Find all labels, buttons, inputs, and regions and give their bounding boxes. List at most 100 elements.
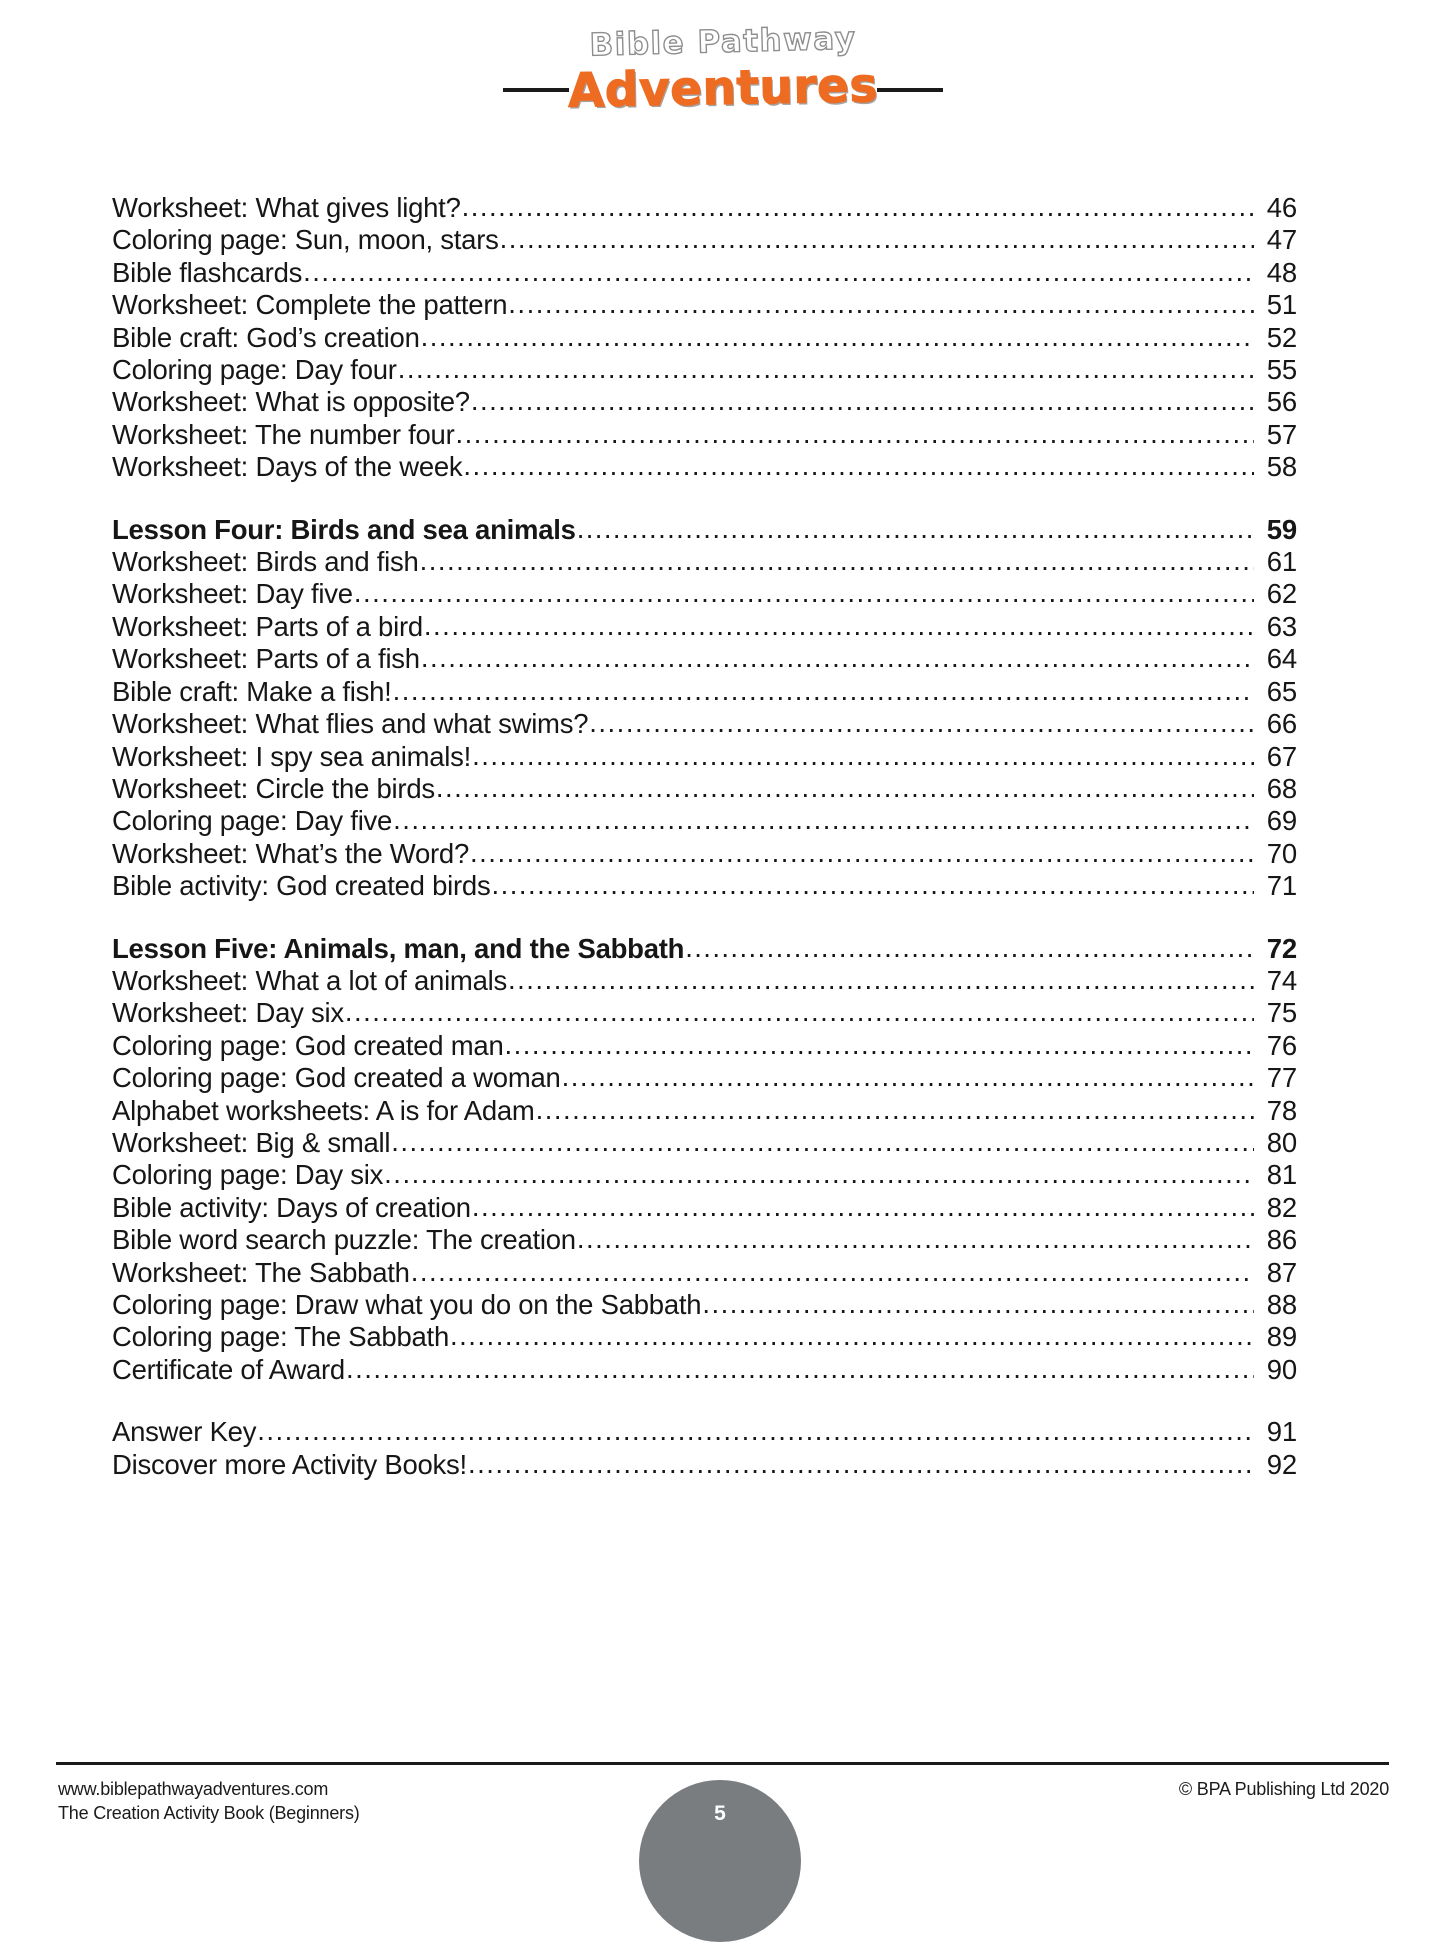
toc-dot-leader: ........................................… <box>420 320 1254 352</box>
toc-entry-label: Bible activity: Days of creation <box>112 1191 471 1223</box>
toc-entry-row[interactable]: Bible craft: Make a fish!...............… <box>112 675 1297 708</box>
toc-entry-row[interactable]: Coloring page: Day six..................… <box>112 1158 1297 1191</box>
toc-entry-row[interactable]: Bible activity: Days of creation........… <box>112 1191 1297 1224</box>
toc-entry-row[interactable]: Certificate of Award....................… <box>112 1353 1297 1386</box>
toc-entry-row[interactable]: Coloring page: God created man..........… <box>112 1029 1297 1062</box>
toc-entry-row[interactable]: Worksheet: I spy sea animals!...........… <box>112 740 1297 773</box>
toc-page-number: 47 <box>1266 224 1297 256</box>
toc-page-number: 61 <box>1266 546 1297 578</box>
toc-dot-leader: ........................................… <box>419 545 1254 577</box>
toc-entry-row[interactable]: Coloring page: Day four.................… <box>112 353 1297 386</box>
toc-page-number: 64 <box>1266 643 1297 675</box>
toc-page-number: 66 <box>1266 708 1297 740</box>
toc-page-number: 56 <box>1266 386 1297 418</box>
toc-page-number: 68 <box>1266 772 1297 804</box>
brand-logo: Bible Pathway Adventures <box>0 18 1445 131</box>
toc-dot-leader: ........................................… <box>344 996 1254 1028</box>
toc-dot-leader: ........................................… <box>353 577 1254 609</box>
toc-entry-row[interactable]: Worksheet: What gives light?............… <box>112 191 1297 224</box>
toc-entry-row[interactable]: Bible craft: God’s creation.............… <box>112 320 1297 354</box>
toc-page-number: 78 <box>1266 1094 1297 1126</box>
toc-entry-label: Worksheet: Circle the birds <box>112 772 435 804</box>
toc-group-spacer <box>112 484 1297 514</box>
toc-entry-label: Worksheet: The number four <box>112 418 455 450</box>
toc-page-number: 74 <box>1266 964 1297 996</box>
footer-divider <box>56 1762 1389 1765</box>
toc-entry-row[interactable]: Worksheet: Day five.....................… <box>112 577 1297 610</box>
toc-entry-label: Lesson Five: Animals, man, and the Sabba… <box>112 932 685 964</box>
toc-entry-row[interactable]: Discover more Activity Books!...........… <box>112 1448 1297 1481</box>
toc-entry-row[interactable]: Alphabet worksheets: A is for Adam......… <box>112 1093 1297 1127</box>
toc-entry-row[interactable]: Worksheet: What is opposite?............… <box>112 385 1297 418</box>
toc-entry-row[interactable]: Bible activity: God created birds.......… <box>112 869 1297 902</box>
toc-entry-row[interactable]: Worksheet: Big & small..................… <box>112 1125 1297 1159</box>
toc-entry-label: Bible activity: God created birds <box>112 870 491 902</box>
toc-dot-leader: ........................................… <box>535 1093 1254 1125</box>
logo-rule-right-icon <box>876 88 943 92</box>
toc-entry-row[interactable]: Coloring page: The Sabbath..............… <box>112 1320 1297 1353</box>
toc-entry-label: Worksheet: What’s the Word? <box>112 837 470 869</box>
toc-entry-label: Bible craft: God’s creation <box>112 321 420 353</box>
toc-entry-row[interactable]: Worksheet: The number four..............… <box>112 417 1297 451</box>
toc-page-number: 91 <box>1266 1416 1297 1448</box>
toc-entry-row[interactable]: Worksheet: Parts of a fish..............… <box>112 642 1297 675</box>
toc-entry-row[interactable]: Answer Key..............................… <box>112 1415 1297 1448</box>
toc-lesson-row[interactable]: Lesson Four: Birds and sea animals......… <box>112 513 1297 546</box>
page-number-badge: 5 <box>639 1780 801 1942</box>
toc-entry-row[interactable]: Worksheet: Complete the pattern.........… <box>112 288 1297 321</box>
toc-page-number: 92 <box>1266 1448 1297 1480</box>
toc-dot-leader: ........................................… <box>589 707 1254 739</box>
toc-entry-label: Alphabet worksheets: A is for Adam <box>112 1094 535 1126</box>
toc-entry-row[interactable]: Worksheet: The Sabbath..................… <box>112 1256 1297 1289</box>
toc-entry-label: Bible flashcards <box>112 256 303 288</box>
toc-entry-row[interactable]: Bible flashcards........................… <box>112 256 1297 289</box>
toc-entry-label: Bible craft: Make a fish! <box>112 675 392 707</box>
toc-entry-row[interactable]: Coloring page: Sun, moon, stars.........… <box>112 223 1297 256</box>
toc-entry-row[interactable]: Coloring page: Day five.................… <box>112 804 1297 837</box>
toc-page-number: 63 <box>1266 610 1297 642</box>
toc-entry-row[interactable]: Worksheet: Birds and fish...............… <box>112 545 1297 578</box>
footer-website[interactable]: www.biblepathwayadventures.com <box>58 1779 329 1799</box>
toc-page-number: 70 <box>1266 837 1297 869</box>
toc-entry-label: Coloring page: God created a woman <box>112 1062 561 1094</box>
toc-entry-label: Worksheet: What a lot of animals <box>112 964 507 996</box>
toc-entry-label: Coloring page: Day five <box>112 805 393 837</box>
toc-page-number: 75 <box>1266 997 1297 1029</box>
toc-entry-row[interactable]: Worksheet: Circle the birds.............… <box>112 771 1297 805</box>
toc-page-number: 46 <box>1266 192 1297 223</box>
toc-dot-leader: ........................................… <box>391 1125 1254 1157</box>
toc-entry-row[interactable]: Worksheet: Parts of a bird..............… <box>112 610 1297 643</box>
toc-entry-label: Coloring page: The Sabbath <box>112 1321 449 1353</box>
toc-dot-leader: ........................................… <box>435 771 1254 803</box>
toc-entry-label: Lesson Four: Birds and sea animals <box>112 513 576 545</box>
toc-entry-row[interactable]: Worksheet: Day six......................… <box>112 996 1297 1029</box>
page-header: Bible Pathway Adventures <box>0 0 1445 150</box>
toc-entry-row[interactable]: Worksheet: What’s the Word?.............… <box>112 837 1297 870</box>
toc-page-number: 76 <box>1266 1029 1297 1061</box>
toc-dot-leader: ........................................… <box>450 1320 1254 1352</box>
toc-entry-row[interactable]: Worksheet: What a lot of animals........… <box>112 964 1297 997</box>
toc-dot-leader: ........................................… <box>463 450 1254 482</box>
toc-entry-row[interactable]: Worksheet: What flies and what swims?...… <box>112 707 1297 740</box>
toc-entry-row[interactable]: Coloring page: God created a woman......… <box>112 1061 1297 1094</box>
toc-entry-row[interactable]: Worksheet: Days of the week.............… <box>112 450 1297 483</box>
toc-dot-leader: ........................................… <box>561 1061 1254 1093</box>
toc-entry-label: Worksheet: Complete the pattern <box>112 289 508 321</box>
toc-dot-leader: ........................................… <box>420 642 1254 674</box>
logo-rule-left-icon <box>502 88 569 92</box>
toc-lesson-row[interactable]: Lesson Five: Animals, man, and the Sabba… <box>112 932 1297 965</box>
toc-entry-label: Certificate of Award <box>112 1353 345 1385</box>
toc-entry-label: Worksheet: Day six <box>112 997 344 1029</box>
toc-dot-leader: ........................................… <box>397 353 1254 385</box>
toc-page-number: 90 <box>1266 1353 1297 1385</box>
toc-entry-label: Worksheet: Big & small <box>112 1126 391 1158</box>
toc-entry-row[interactable]: Coloring page: Draw what you do on the S… <box>112 1288 1297 1321</box>
toc-dot-leader: ........................................… <box>455 417 1254 449</box>
toc-page-number: 82 <box>1266 1191 1297 1223</box>
toc-page-number: 69 <box>1266 805 1297 837</box>
toc-page-number: 86 <box>1266 1224 1297 1256</box>
toc-dot-leader: ........................................… <box>702 1288 1254 1319</box>
toc-entry-label: Worksheet: Birds and fish <box>112 546 419 578</box>
toc-entry-row[interactable]: Bible word search puzzle: The creation..… <box>112 1223 1297 1256</box>
toc-entry-label: Worksheet: Parts of a bird <box>112 610 423 642</box>
